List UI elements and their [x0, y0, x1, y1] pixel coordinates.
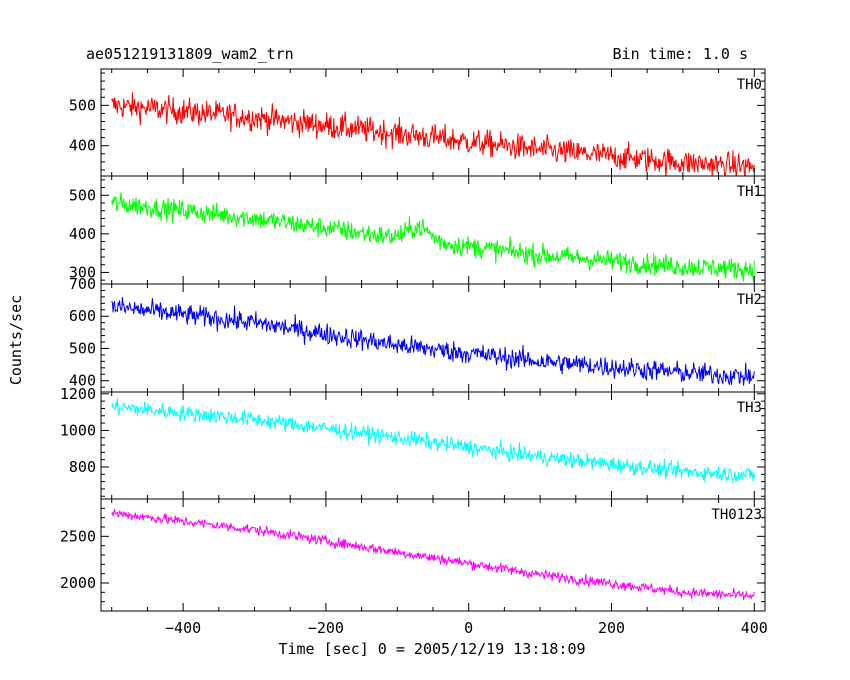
- series-label-th0: TH0: [737, 77, 762, 93]
- x-tick-label: 200: [598, 619, 625, 637]
- series-label-th3: TH3: [737, 400, 762, 416]
- series-line-th0123: [111, 508, 755, 600]
- series-line-th3: [111, 397, 755, 484]
- panel-th0: 400 500 TH0: [69, 68, 766, 177]
- y-tick-label: 600: [69, 307, 96, 325]
- panel-th3: 800 1000 1200 TH3: [60, 385, 766, 500]
- bin-time-label: Bin time: 1.0 s: [613, 45, 748, 63]
- y-tick-label: 400: [69, 372, 96, 390]
- series-label-th1: TH1: [737, 184, 762, 200]
- y-tick-label: 2500: [60, 527, 96, 545]
- series-label-th2: TH2: [737, 292, 762, 308]
- y-tick-label: 500: [69, 339, 96, 357]
- y-tick-label: 300: [69, 263, 96, 281]
- y-tick-label: 2000: [60, 574, 96, 592]
- x-tick-label: −400: [165, 619, 201, 637]
- series-line-th1: [111, 192, 755, 283]
- series-line-th2: [111, 297, 755, 386]
- series-line-th0: [111, 92, 755, 176]
- chart-title: ae051219131809_wam2_trn: [86, 45, 294, 63]
- panel-th2: 400 500 600 700 TH2: [69, 275, 766, 393]
- x-tick-label: −200: [308, 619, 344, 637]
- panel-th0123: 2000 2500 TH0123: [60, 498, 766, 612]
- y-tick-label: 800: [69, 458, 96, 476]
- y-tick-label: 500: [69, 96, 96, 114]
- y-tick-label: 500: [69, 186, 96, 204]
- y-tick-label: 1000: [60, 421, 96, 439]
- panel-frame: [100, 391, 766, 500]
- y-tick-label: 400: [69, 137, 96, 155]
- y-tick-label: 400: [69, 225, 96, 243]
- panel-th1: 300 400 500 TH1: [69, 175, 766, 285]
- x-tick-label: 0: [464, 619, 473, 637]
- y-tick-label: 1200: [60, 385, 96, 403]
- series-label-th0123: TH0123: [711, 507, 762, 523]
- panel-frame: [100, 498, 766, 612]
- x-tick-label: 400: [741, 619, 768, 637]
- chart-panels: 400 500 TH0 300 400 500 TH1 400 500 600 700 TH2 800 1…: [60, 68, 768, 637]
- panel-frame: [100, 175, 766, 285]
- y-axis-label: Counts/sec: [7, 295, 25, 385]
- y-tick-label: 700: [69, 275, 96, 293]
- x-axis-label: Time [sec] 0 = 2005/12/19 13:18:09: [278, 640, 585, 658]
- panel-frame: [100, 283, 766, 393]
